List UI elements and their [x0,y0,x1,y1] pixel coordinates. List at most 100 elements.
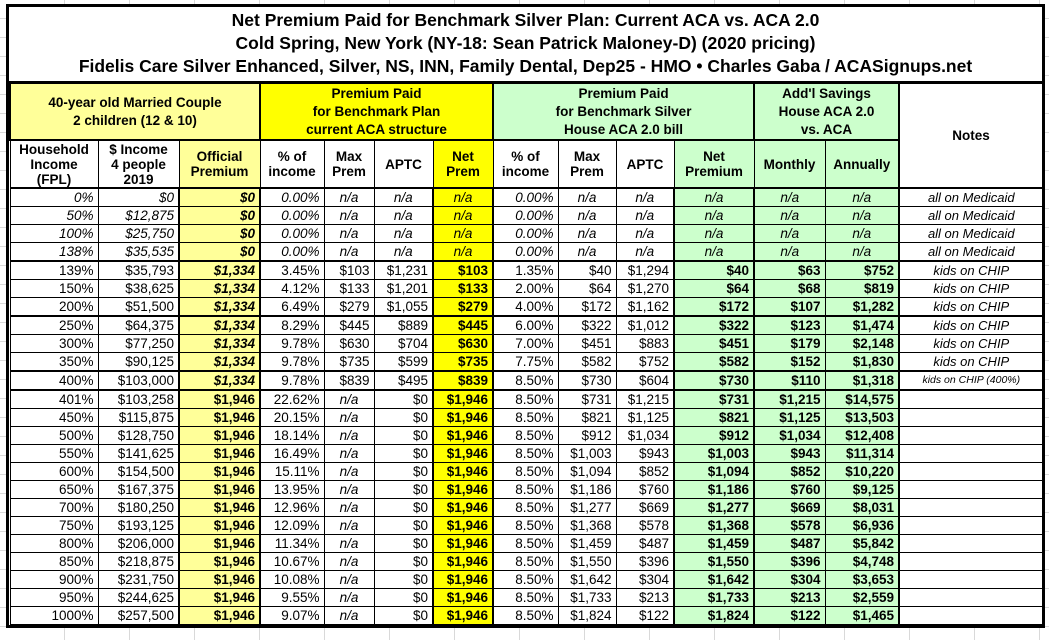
cell-400%-aca2-aptc[interactable]: $604 [615,370,675,391]
cell-100%-aca-aptc[interactable]: n/a [373,224,434,243]
cell-1000%-aca2-max-prem[interactable]: $1,824 [557,606,617,625]
cell-100%-income[interactable]: $25,750 [97,224,180,243]
cell-350%-official-premium[interactable]: $1,334 [177,352,261,372]
cell-138%-official-premium[interactable]: $0 [177,242,261,262]
column-header-aca-max-prem[interactable]: Max Prem [323,139,375,189]
cell-750%-aca-aptc[interactable]: $0 [373,516,434,535]
cell-350%-aca2-aptc[interactable]: $752 [615,352,675,372]
cell-401%-savings-annually[interactable]: $14,575 [824,389,900,409]
cell-550%-aca2-pct-income[interactable]: 8.50% [492,444,559,463]
cell-700%-aca2-aptc[interactable]: $669 [615,498,675,517]
cell-150%-aca2-pct-income[interactable]: 2.00% [492,279,559,298]
cell-750%-aca-max-prem[interactable]: n/a [323,516,375,535]
cell-400%-aca2-pct-income[interactable]: 8.50% [492,370,559,391]
cell-138%-aca-aptc[interactable]: n/a [373,242,434,262]
cell-0%-aca-aptc[interactable]: n/a [373,187,434,207]
cell-450%-savings-monthly[interactable]: $1,125 [753,408,826,427]
cell-100%-savings-monthly[interactable]: n/a [753,224,826,243]
cell-650%-aca2-max-prem[interactable]: $1,186 [557,480,617,499]
cell-150%-savings-annually[interactable]: $819 [824,279,900,298]
cell-200%-savings-annually[interactable]: $1,282 [824,297,900,317]
cell-350%-savings-monthly[interactable]: $152 [753,352,826,372]
cell-750%-savings-annually[interactable]: $6,936 [824,516,900,535]
cell-139%-aca2-pct-income[interactable]: 1.35% [492,260,559,280]
group-header-current-aca[interactable]: Premium Paid for Benchmark Plan current … [259,82,495,141]
cell-550%-aca2-net-premium[interactable]: $1,003 [673,444,755,463]
cell-250%-aca-max-prem[interactable]: $445 [323,315,375,335]
cell-401%-income[interactable]: $103,258 [97,389,180,409]
cell-850%-fpl[interactable]: 850% [9,552,99,571]
cell-150%-aca-max-prem[interactable]: $133 [323,279,375,298]
cell-450%-aca-pct-income[interactable]: 20.15% [259,408,325,427]
column-header-aca-aptc[interactable]: APTC [373,139,434,189]
cell-138%-fpl[interactable]: 138% [9,242,99,262]
cell-350%-aca2-net-premium[interactable]: $582 [673,352,755,372]
cell-550%-aca-max-prem[interactable]: n/a [323,444,375,463]
cell-139%-aca-max-prem[interactable]: $103 [323,260,375,280]
cell-200%-aca2-aptc[interactable]: $1,162 [615,297,675,317]
cell-550%-aca-aptc[interactable]: $0 [373,444,434,463]
cell-500%-aca2-net-premium[interactable]: $912 [673,426,755,445]
cell-650%-aca2-pct-income[interactable]: 8.50% [492,480,559,499]
cell-139%-aca-net-prem[interactable]: $103 [432,260,494,280]
cell-650%-savings-annually[interactable]: $9,125 [824,480,900,499]
cell-800%-aca2-pct-income[interactable]: 8.50% [492,534,559,553]
cell-1000%-aca-net-prem[interactable]: $1,946 [432,606,494,625]
cell-400%-aca-aptc[interactable]: $495 [373,370,434,391]
column-header-savings-annually[interactable]: Annually [824,139,900,189]
cell-401%-official-premium[interactable]: $1,946 [177,389,261,409]
cell-1000%-official-premium[interactable]: $1,946 [177,606,261,625]
cell-200%-aca-pct-income[interactable]: 6.49% [259,297,325,317]
cell-100%-official-premium[interactable]: $0 [177,224,261,243]
cell-950%-aca2-max-prem[interactable]: $1,733 [557,588,617,607]
cell-0%-aca2-aptc[interactable]: n/a [615,187,675,207]
cell-950%-aca2-pct-income[interactable]: 8.50% [492,588,559,607]
cell-700%-fpl[interactable]: 700% [9,498,99,517]
cell-100%-aca2-net-premium[interactable]: n/a [673,224,755,243]
cell-550%-notes[interactable] [898,444,1044,463]
cell-950%-aca-aptc[interactable]: $0 [373,588,434,607]
cell-500%-notes[interactable] [898,426,1044,445]
group-header-household[interactable]: 40-year old Married Couple 2 children (1… [8,82,262,141]
table-title-block[interactable]: Net Premium Paid for Benchmark Silver Pl… [9,7,1042,82]
cell-800%-notes[interactable] [898,534,1044,553]
cell-138%-aca2-aptc[interactable]: n/a [615,242,675,262]
cell-900%-income[interactable]: $231,750 [97,570,180,589]
cell-1000%-aca2-pct-income[interactable]: 8.50% [492,606,559,625]
cell-401%-aca2-pct-income[interactable]: 8.50% [492,389,559,409]
cell-850%-aca-aptc[interactable]: $0 [373,552,434,571]
cell-1000%-aca2-net-premium[interactable]: $1,824 [673,606,755,625]
cell-138%-savings-annually[interactable]: n/a [824,242,900,262]
cell-139%-aca-pct-income[interactable]: 3.45% [259,260,325,280]
cell-50%-aca-max-prem[interactable]: n/a [323,206,375,225]
group-header-aca2[interactable]: Premium Paid for Benchmark Silver House … [492,82,756,141]
cell-950%-official-premium[interactable]: $1,946 [177,588,261,607]
cell-900%-savings-monthly[interactable]: $304 [753,570,826,589]
cell-950%-aca2-net-premium[interactable]: $1,733 [673,588,755,607]
cell-200%-aca-net-prem[interactable]: $279 [432,297,494,317]
cell-138%-savings-monthly[interactable]: n/a [753,242,826,262]
cell-750%-aca2-net-premium[interactable]: $1,368 [673,516,755,535]
cell-138%-income[interactable]: $35,535 [97,242,180,262]
cell-300%-income[interactable]: $77,250 [97,334,180,353]
cell-350%-aca-net-prem[interactable]: $735 [432,352,494,372]
cell-139%-aca2-net-premium[interactable]: $40 [673,260,755,280]
cell-250%-aca-net-prem[interactable]: $445 [432,315,494,335]
cell-50%-savings-monthly[interactable]: n/a [753,206,826,225]
cell-500%-income[interactable]: $128,750 [97,426,180,445]
cell-650%-aca-net-prem[interactable]: $1,946 [432,480,494,499]
cell-1000%-income[interactable]: $257,500 [97,606,180,625]
cell-401%-savings-monthly[interactable]: $1,215 [753,389,826,409]
cell-300%-savings-monthly[interactable]: $179 [753,334,826,353]
cell-800%-official-premium[interactable]: $1,946 [177,534,261,553]
cell-700%-aca2-net-premium[interactable]: $1,277 [673,498,755,517]
cell-450%-aca-max-prem[interactable]: n/a [323,408,375,427]
cell-0%-savings-monthly[interactable]: n/a [753,187,826,207]
cell-650%-aca2-net-premium[interactable]: $1,186 [673,480,755,499]
cell-150%-notes[interactable]: kids on CHIP [898,279,1044,298]
cell-400%-income[interactable]: $103,000 [97,370,180,391]
cell-850%-aca2-pct-income[interactable]: 8.50% [492,552,559,571]
cell-650%-savings-monthly[interactable]: $760 [753,480,826,499]
cell-150%-aca-aptc[interactable]: $1,201 [373,279,434,298]
cell-139%-savings-monthly[interactable]: $63 [753,260,826,280]
